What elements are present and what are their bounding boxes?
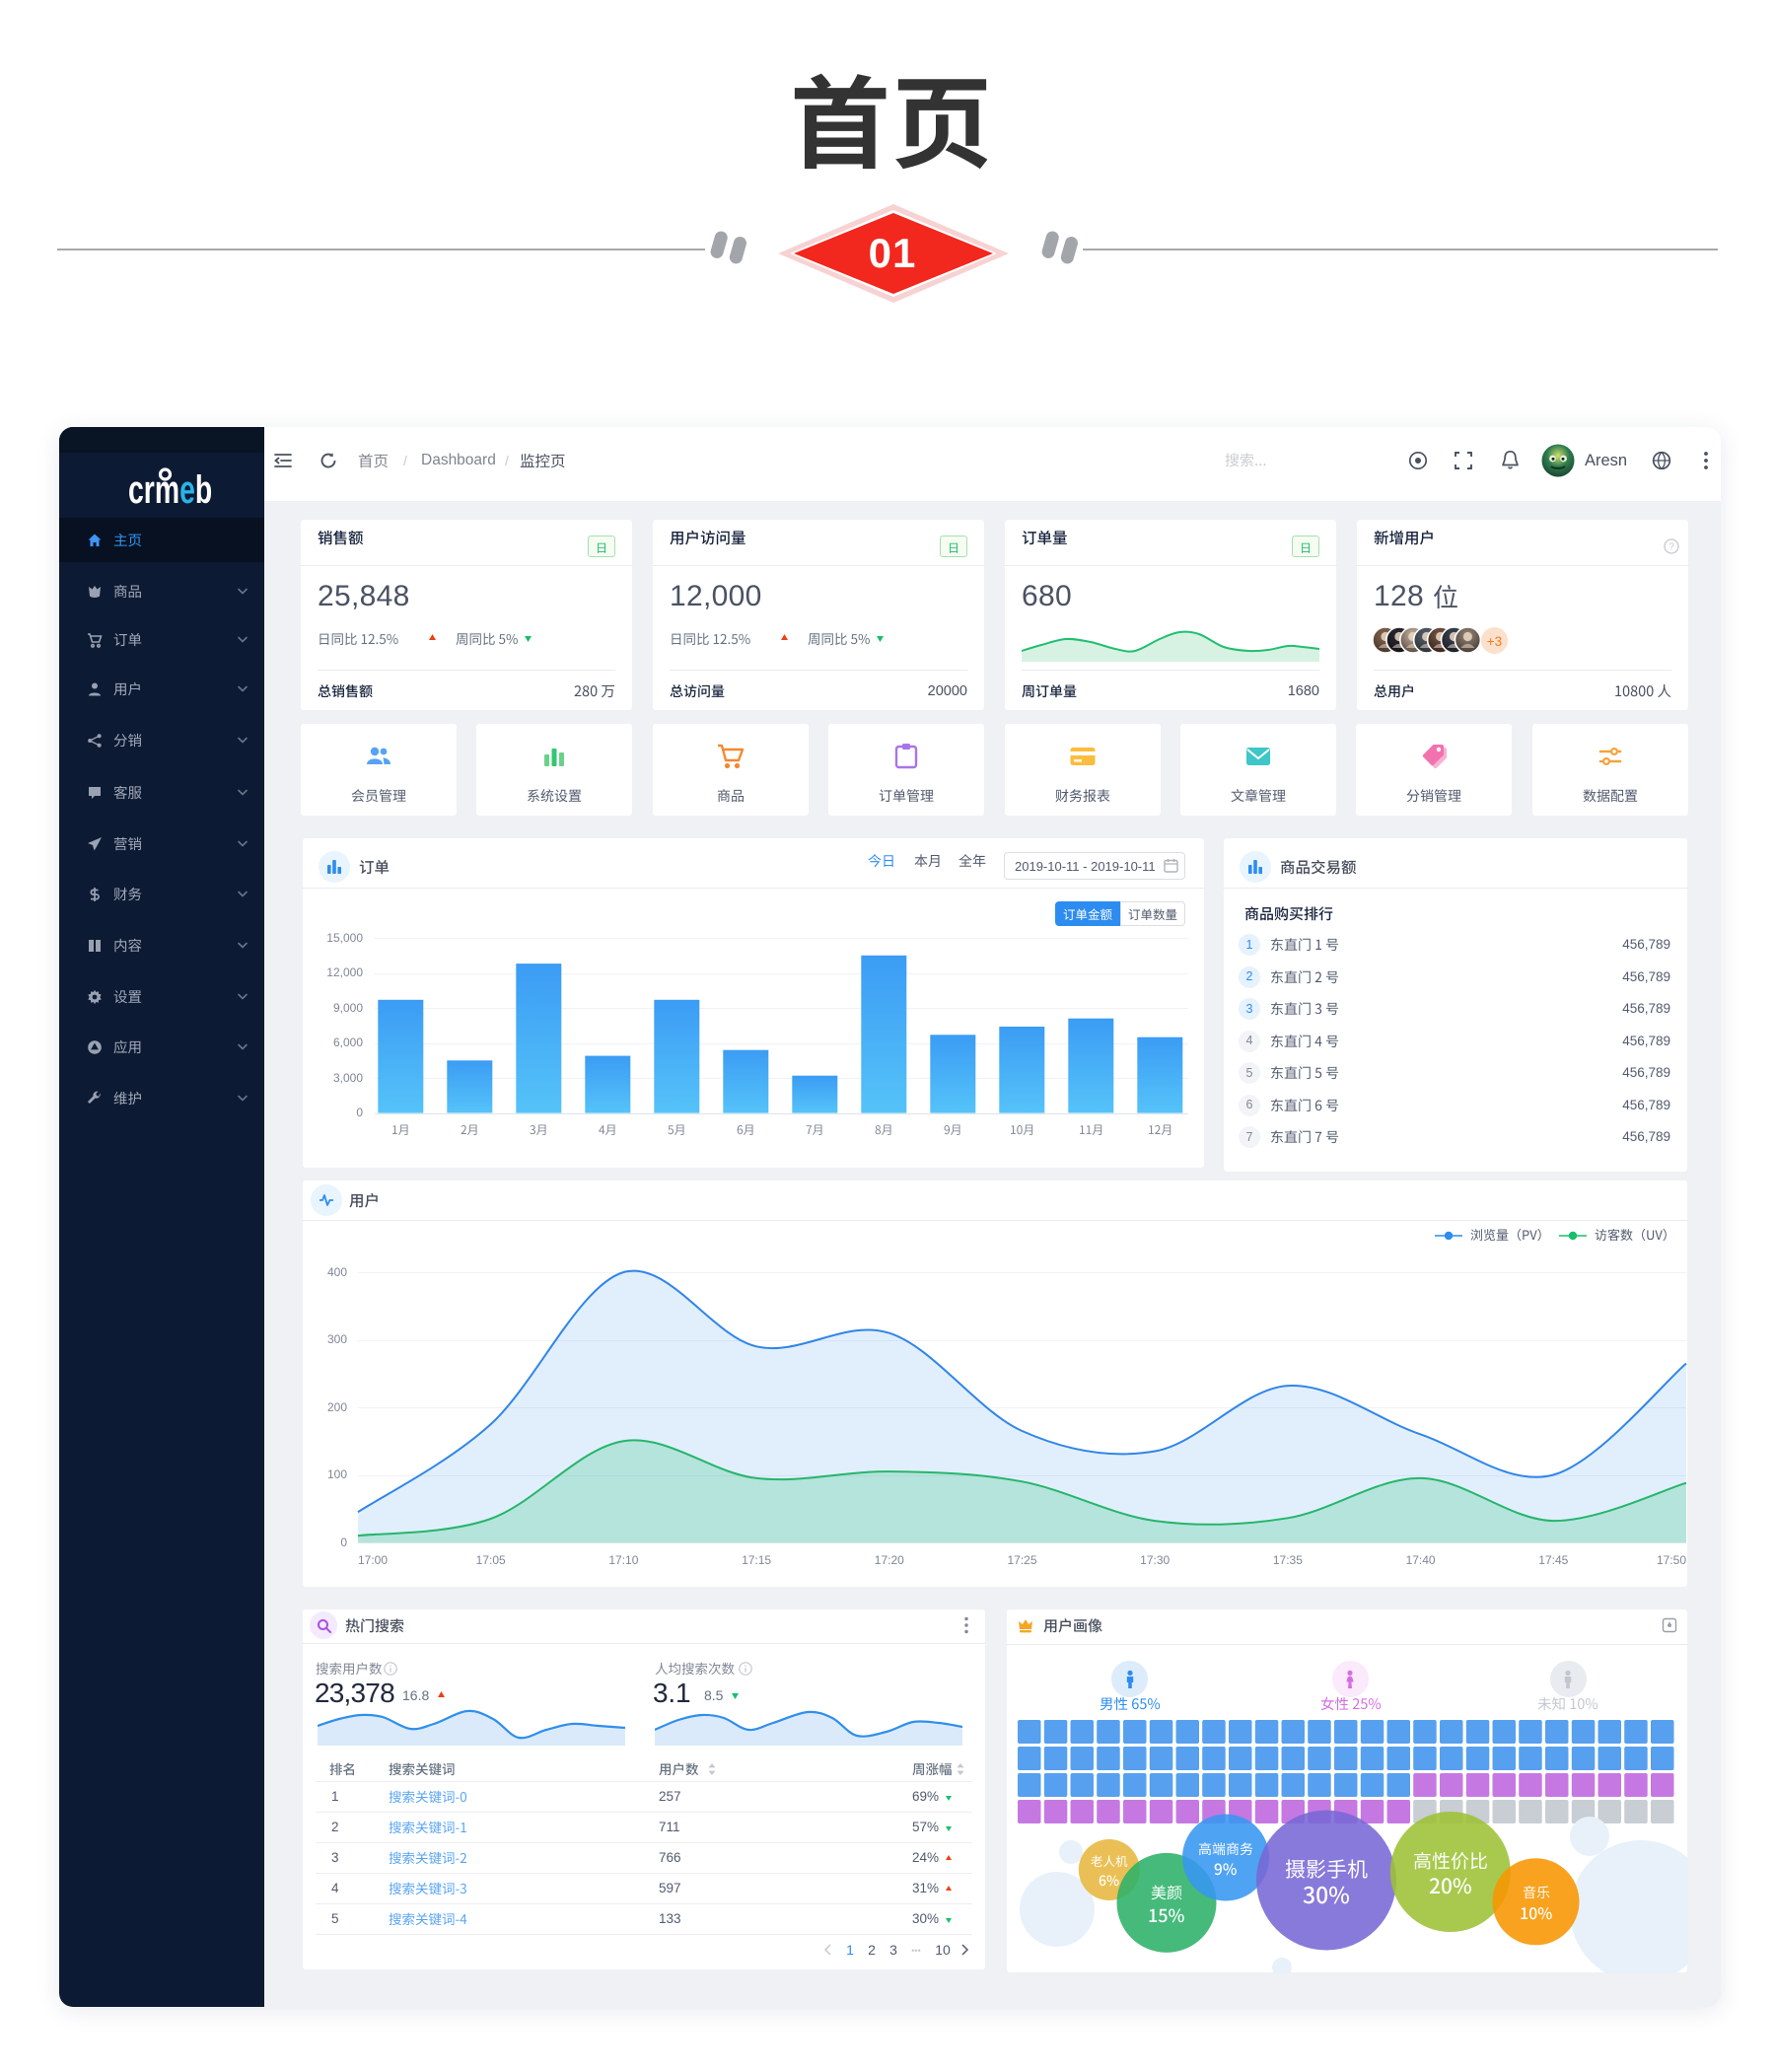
svg-text:b: b [195, 468, 212, 512]
svg-text:e: e [179, 468, 195, 512]
svg-text:?: ? [1668, 542, 1674, 553]
svg-text:crm: crm [128, 468, 179, 512]
